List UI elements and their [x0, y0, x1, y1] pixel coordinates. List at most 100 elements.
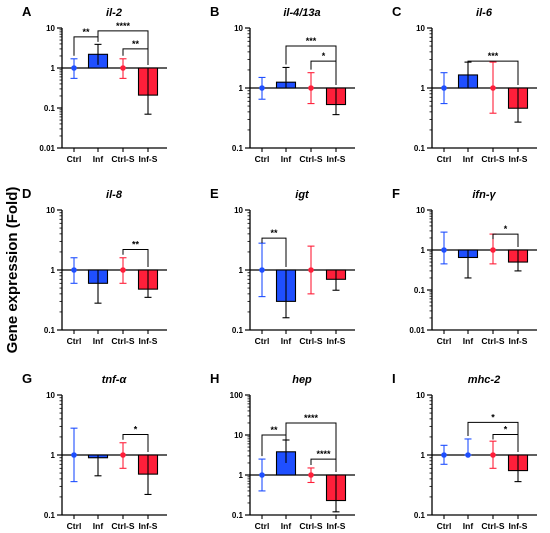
x-tick-label: Ctrl: [437, 336, 452, 346]
y-tick-label: 10: [46, 391, 55, 400]
x-tick-label: Ctrl-S: [299, 154, 322, 164]
y-tick-label: 100: [230, 391, 244, 400]
x-tick-label: Inf: [281, 521, 292, 531]
x-tick-label: Ctrl-S: [481, 336, 504, 346]
y-tick-label: 10: [416, 24, 425, 33]
significance-label: **: [270, 425, 278, 435]
x-tick-label: Inf: [93, 154, 104, 164]
y-tick-label: 1: [421, 451, 426, 460]
panel-label: B: [210, 4, 219, 19]
panel-label: I: [392, 371, 396, 386]
x-tick-label: Ctrl: [67, 521, 82, 531]
x-tick-label: Inf: [281, 336, 292, 346]
x-tick-label: Ctrl: [67, 154, 82, 164]
x-tick-label: Inf-S: [327, 336, 346, 346]
significance-bracket: [310, 458, 337, 472]
significance-label: *: [504, 224, 508, 234]
y-tick-label: 0.1: [414, 144, 426, 153]
significance-label: **: [82, 27, 90, 37]
x-tick-label: Inf-S: [509, 521, 528, 531]
significance-bracket: [285, 422, 337, 472]
significance-bracket: [122, 48, 149, 65]
x-tick-label: Inf-S: [139, 154, 158, 164]
panel-label: G: [22, 371, 32, 386]
panel-label: C: [392, 4, 402, 19]
y-tick-label: 0.01: [409, 326, 425, 335]
significance-label: **: [132, 239, 140, 249]
y-tick-label: 10: [234, 206, 243, 215]
significance-bracket: [467, 60, 519, 85]
x-tick-label: Inf: [463, 336, 474, 346]
significance-label: ***: [488, 51, 499, 61]
x-tick-label: Ctrl: [437, 154, 452, 164]
y-tick-label: 1: [51, 64, 56, 73]
x-tick-label: Ctrl-S: [481, 154, 504, 164]
significance-label: **: [132, 39, 140, 49]
x-tick-label: Ctrl-S: [299, 336, 322, 346]
y-tick-label: 0.01: [39, 144, 55, 153]
y-tick-label: 0.1: [232, 326, 244, 335]
chart-title: tnf-α: [102, 374, 128, 386]
y-tick-label: 10: [234, 24, 243, 33]
y-tick-label: 0.1: [44, 511, 56, 520]
x-tick-label: Ctrl: [255, 521, 270, 531]
significance-bracket: [122, 248, 149, 267]
y-axis-label: Gene expression (Fold): [4, 187, 21, 354]
x-tick-label: Inf: [281, 154, 292, 164]
significance-label: ****: [316, 449, 331, 459]
panel-label: H: [210, 371, 219, 386]
chart-title: il-6: [476, 7, 493, 19]
x-tick-label: Ctrl: [437, 521, 452, 531]
chart-title: il-2: [106, 7, 122, 19]
x-tick-label: Inf: [463, 154, 474, 164]
y-tick-label: 1: [239, 471, 244, 480]
y-tick-label: 0.1: [44, 104, 56, 113]
significance-bracket: [492, 433, 519, 452]
y-tick-label: 1: [421, 246, 426, 255]
significance-label: *: [322, 51, 326, 61]
significance-bracket: [73, 36, 99, 56]
significance-label: ****: [304, 413, 319, 423]
significance-bracket: [97, 30, 149, 65]
y-tick-label: 0.1: [232, 511, 244, 520]
significance-label: **: [270, 228, 278, 238]
significance-label: *: [134, 424, 138, 434]
x-tick-label: Ctrl: [67, 336, 82, 346]
significance-bracket: [310, 60, 337, 85]
x-tick-label: Inf-S: [509, 336, 528, 346]
x-tick-label: Inf: [93, 336, 104, 346]
significance-bracket: [261, 434, 287, 457]
x-tick-label: Inf-S: [327, 154, 346, 164]
panel-label: F: [392, 186, 400, 201]
x-tick-label: Ctrl-S: [299, 521, 322, 531]
x-tick-label: Ctrl: [255, 336, 270, 346]
x-tick-label: Ctrl: [255, 154, 270, 164]
significance-bracket: [122, 433, 149, 452]
x-tick-label: Ctrl-S: [111, 336, 134, 346]
y-tick-label: 0.1: [414, 511, 426, 520]
y-tick-label: 10: [234, 431, 243, 440]
panel-label: D: [22, 186, 31, 201]
x-tick-label: Ctrl-S: [481, 521, 504, 531]
chart-title: il-8: [106, 189, 123, 201]
y-tick-label: 10: [46, 206, 55, 215]
y-tick-label: 1: [239, 266, 244, 275]
chart-title: igt: [295, 189, 310, 201]
significance-bracket: [492, 233, 519, 247]
significance-label: *: [504, 424, 508, 434]
y-tick-label: 0.1: [414, 286, 426, 295]
chart-title: mhc-2: [468, 374, 500, 386]
y-tick-label: 0.1: [44, 326, 56, 335]
x-tick-label: Inf-S: [509, 154, 528, 164]
y-tick-label: 10: [416, 206, 425, 215]
x-tick-label: Inf: [93, 521, 104, 531]
panel-label: E: [210, 186, 219, 201]
